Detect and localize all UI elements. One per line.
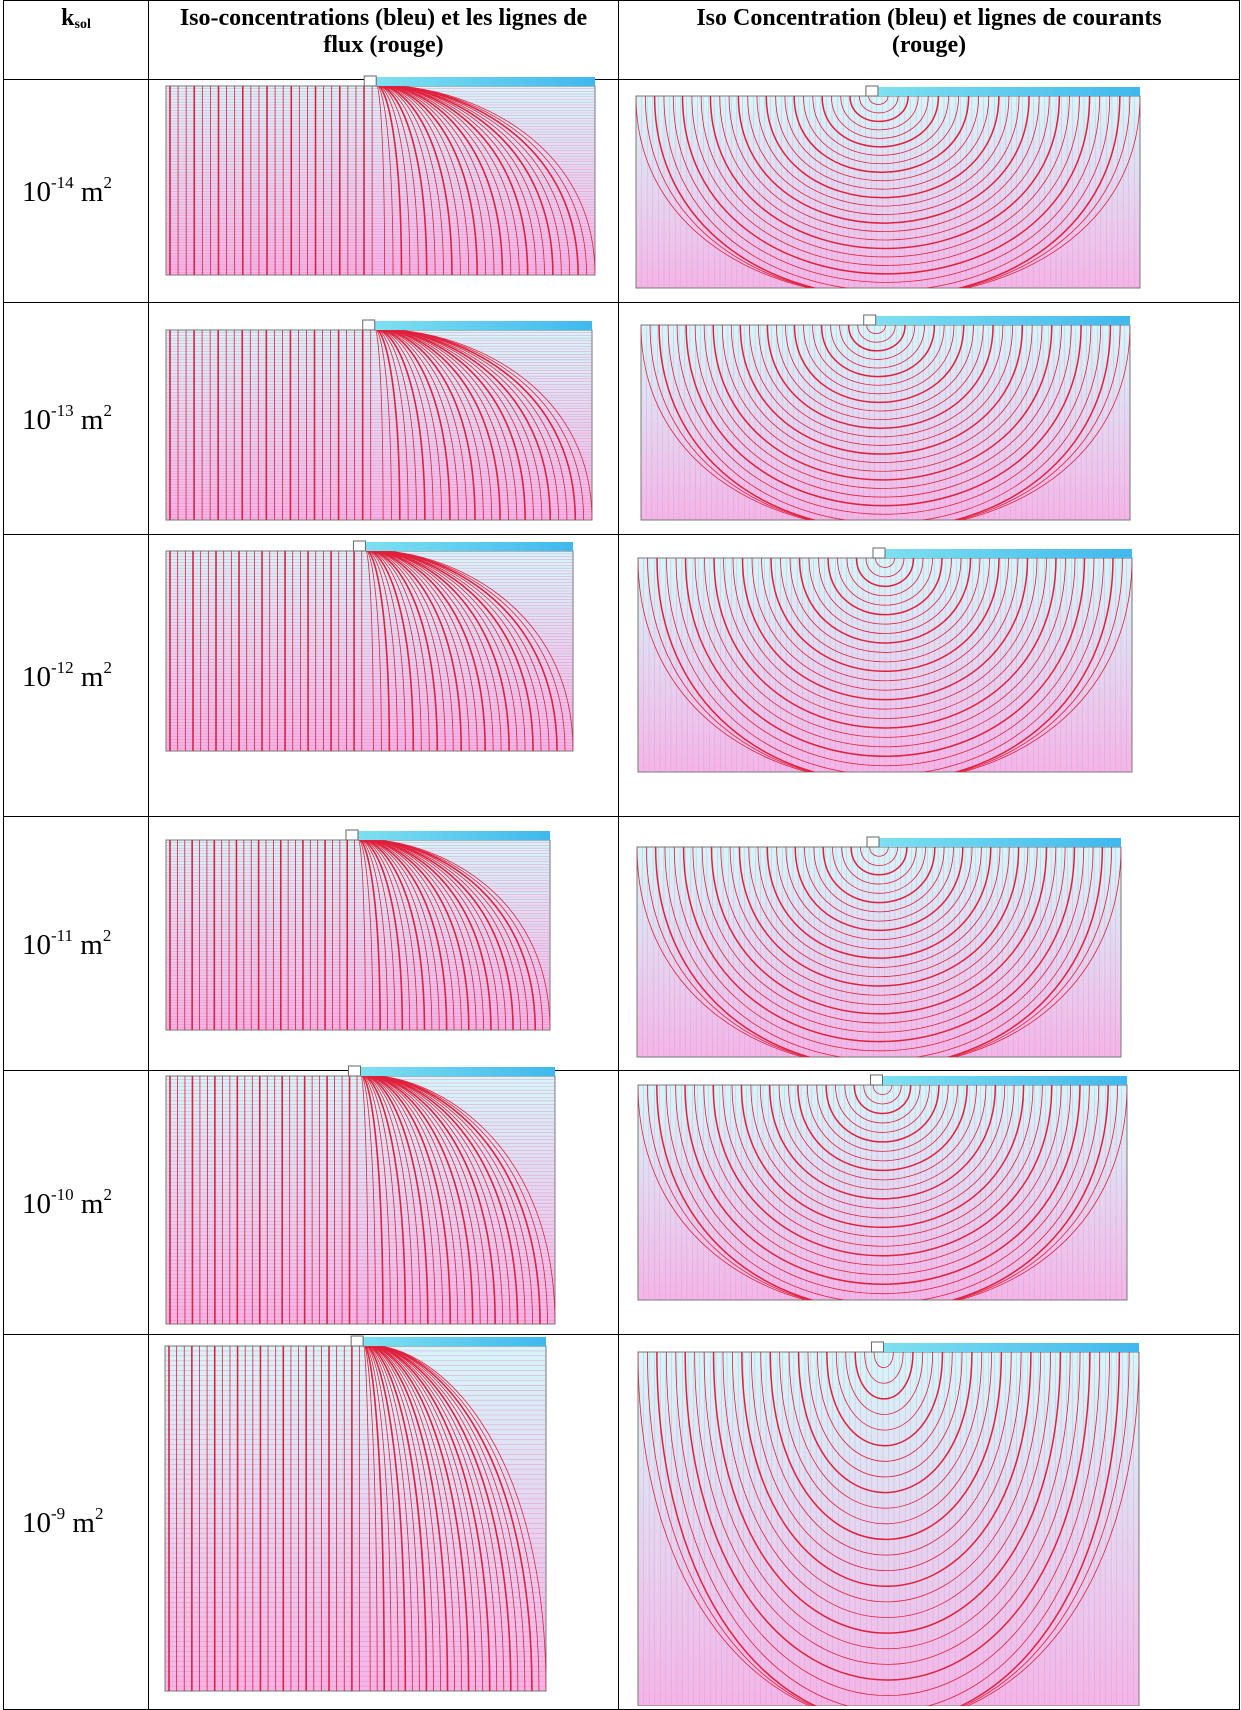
- unit: m: [72, 1507, 95, 1539]
- row-label: 10-10 m2: [3, 1070, 149, 1335]
- unit: m: [80, 660, 104, 693]
- base: 10: [22, 403, 51, 436]
- table-body: 10-14 m2 10-13 m2 10-12 m2 10-11 m2 10-10 m2…: [3, 79, 1240, 1710]
- unit-exponent: 2: [103, 1184, 112, 1204]
- unit: m: [80, 176, 104, 208]
- row-label: 10-9 m2: [3, 1334, 149, 1710]
- plot-cell: [148, 816, 619, 1071]
- row: 10-14 m2: [3, 79, 1240, 303]
- subscript: sol: [74, 17, 91, 32]
- plot-cell: [148, 534, 619, 817]
- exponent: -13: [51, 400, 74, 420]
- exponent: -11: [51, 925, 74, 945]
- row-label: 10-12 m2: [3, 534, 149, 817]
- unit: m: [80, 403, 104, 436]
- plot-cell: [148, 79, 619, 303]
- row-label: 10-11 m2: [3, 816, 149, 1071]
- row: 10-9 m2: [3, 1334, 1240, 1710]
- unit-exponent: 2: [103, 173, 112, 192]
- exponent: -10: [51, 1184, 74, 1204]
- row-label: 10-14 m2: [3, 79, 149, 303]
- base: 10: [22, 1507, 51, 1539]
- plot-cell: [618, 534, 1240, 817]
- row: 10-10 m2: [3, 1070, 1240, 1335]
- header-cell: Iso Concentration (bleu) et lignes de co…: [618, 0, 1240, 80]
- row: 10-11 m2: [3, 816, 1240, 1071]
- plot-cell: [148, 1334, 619, 1710]
- row: 10-13 m2: [3, 302, 1240, 535]
- row-label: 10-13 m2: [3, 302, 149, 535]
- unit: m: [80, 1187, 104, 1220]
- header-cell: Iso-concentrations (bleu) et les lignes …: [148, 0, 619, 80]
- unit: m: [80, 928, 103, 961]
- symbol: k: [61, 5, 75, 31]
- plot-cell: [618, 1070, 1240, 1335]
- plot-cell: [148, 302, 619, 535]
- unit-exponent: 2: [103, 400, 112, 420]
- base: 10: [22, 1187, 51, 1220]
- row: 10-12 m2: [3, 534, 1240, 817]
- base: 10: [22, 928, 51, 961]
- plot-cell: [618, 79, 1240, 303]
- plot-cell: [618, 1334, 1240, 1710]
- plot-cell: [618, 302, 1240, 535]
- exponent: -14: [51, 173, 74, 192]
- plot-cell: [148, 1070, 619, 1335]
- header-cell: ksol: [3, 0, 149, 80]
- unit-exponent: 2: [103, 657, 112, 677]
- results-table: ksol Iso-concentrations (bleu) et les li…: [3, 0, 1240, 1710]
- header-row: ksol Iso-concentrations (bleu) et les li…: [3, 0, 1240, 80]
- unit-exponent: 2: [102, 925, 112, 945]
- exponent: -9: [51, 1504, 66, 1523]
- base: 10: [22, 176, 51, 208]
- exponent: -12: [51, 657, 74, 677]
- plot-cell: [618, 816, 1240, 1071]
- unit-exponent: 2: [94, 1504, 104, 1523]
- base: 10: [22, 660, 51, 693]
